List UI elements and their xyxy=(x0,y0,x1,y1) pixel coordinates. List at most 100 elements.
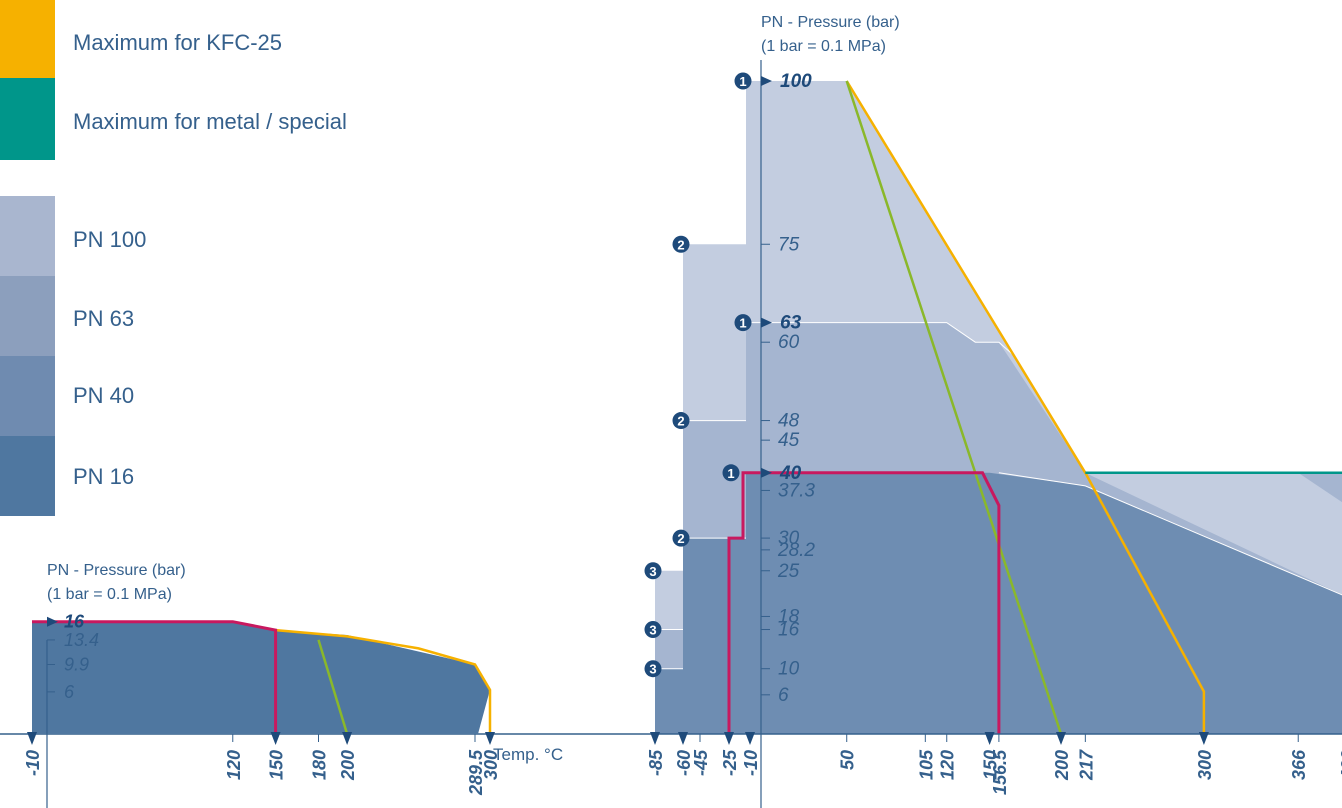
x-tick-arrow-r-4 xyxy=(745,732,755,745)
marker-4: 1 xyxy=(722,464,740,482)
marker-6: 3 xyxy=(644,562,662,580)
marker-num-0: 1 xyxy=(739,74,746,89)
y-tick-label-9: 28.2 xyxy=(777,540,815,561)
series-magenta-left xyxy=(32,620,278,734)
legend-label-pn100: PN 100 xyxy=(73,227,147,252)
legend: Maximum for KFC-25 Maximum for metal / s… xyxy=(0,0,420,520)
marker-0: 1 xyxy=(734,72,752,90)
legend-label-pn40: PN 40 xyxy=(73,383,135,408)
marker-circle-6 xyxy=(644,562,662,580)
y-tick-label-5: 45 xyxy=(778,430,800,451)
legend-swatch-kfc xyxy=(0,0,55,78)
x-tick-label-r-13: 366 xyxy=(1289,749,1309,780)
y-tick-label-8: 30 xyxy=(778,528,800,549)
x-tick-label-r-2: -45 xyxy=(691,749,711,776)
marker-1: 2 xyxy=(672,235,690,253)
x-tick-label-r-10: 200 xyxy=(1052,750,1072,781)
series-green-left xyxy=(317,639,349,735)
y-tick-label-14: 6 xyxy=(778,685,789,706)
left-y-subtitle: (1 bar = 0.1 MPa) xyxy=(47,586,172,603)
marker-circle-2 xyxy=(734,314,752,332)
left-y-tick-arrow-0 xyxy=(47,616,58,627)
marker-8: 3 xyxy=(644,660,662,678)
x-tick-label-l-5: 289.5 xyxy=(466,749,486,796)
x-tick-label-l-3: 180 xyxy=(310,750,330,780)
region-pn63-corner xyxy=(1298,472,1342,503)
left-y-tick-label-0: 16 xyxy=(64,612,85,632)
region-pn16-left xyxy=(32,621,490,734)
x-tick-label-r-3: -25 xyxy=(720,749,740,776)
marker-circle-8 xyxy=(644,660,662,678)
x-tick-label-r-8: 150 xyxy=(981,750,1001,780)
y-tick-label-10: 25 xyxy=(777,561,800,582)
x-tick-arrow-r-12 xyxy=(1198,732,1209,745)
y-tick-label-1: 75 xyxy=(778,234,800,255)
series-magenta-right xyxy=(727,471,1001,734)
marker-2: 1 xyxy=(734,314,752,332)
x-tick-label-l-0: -10 xyxy=(23,750,43,776)
y-tick-label-0: 100 xyxy=(780,71,812,92)
legend-swatch-pn16 xyxy=(0,436,55,516)
legend-swatch-metal xyxy=(0,78,55,160)
marker-5: 2 xyxy=(672,529,690,547)
y-tick-label-11: 18 xyxy=(778,606,800,627)
marker-num-4: 1 xyxy=(727,466,734,481)
marker-num-1: 2 xyxy=(677,237,684,252)
marker-circle-1 xyxy=(672,235,690,253)
x-tick-label-l-4: 200 xyxy=(338,750,358,781)
legend-swatch-pn63 xyxy=(0,276,55,356)
marker-3: 2 xyxy=(672,412,690,430)
region-pn100-right xyxy=(1085,472,1342,595)
x-tick-label-r-4: -10 xyxy=(741,750,761,776)
x-axis-title: Temp. °C xyxy=(493,745,563,764)
x-tick-arrow-r-10 xyxy=(1056,732,1066,745)
x-tick-label-r-5: 50 xyxy=(838,750,858,770)
marker-num-8: 3 xyxy=(649,662,656,677)
right-y-title: PN - Pressure (bar) xyxy=(761,14,900,31)
series-kfc-right xyxy=(845,80,1206,734)
x-tick-label-r-12: 300 xyxy=(1195,750,1215,780)
y-tick-arrow-2 xyxy=(761,317,772,328)
legend-swatch-pn40 xyxy=(0,356,55,436)
y-tick-label-6: 40 xyxy=(779,463,802,484)
marker-circle-3 xyxy=(672,412,690,430)
x-tick-label-r-6: 105 xyxy=(916,749,936,780)
x-tick-arrow-l-4 xyxy=(342,732,353,745)
x-tick-label-l-2: 150 xyxy=(267,750,287,780)
y-tick-arrow-0 xyxy=(761,76,772,86)
marker-num-2: 1 xyxy=(739,316,746,331)
marker-num-7: 3 xyxy=(649,623,656,638)
x-tick-label-l-6: 300 xyxy=(481,750,501,780)
y-tick-label-2: 63 xyxy=(780,313,802,334)
marker-circle-5 xyxy=(672,529,690,547)
legend-label-kfc: Maximum for KFC-25 xyxy=(73,30,283,55)
x-tick-arrow-l-0 xyxy=(27,732,37,745)
y-tick-label-12: 16 xyxy=(778,620,800,641)
marker-7: 3 xyxy=(644,621,662,639)
marker-circle-7 xyxy=(644,621,662,639)
x-tick-arrow-r-3 xyxy=(724,732,734,745)
legend-label-pn16: PN 16 xyxy=(73,464,135,489)
marker-num-6: 3 xyxy=(649,564,656,579)
marker-circle-0 xyxy=(734,72,752,90)
left-y-tick-label-2: 9.9 xyxy=(64,655,89,675)
marker-circle-4 xyxy=(722,464,740,482)
y-tick-label-7: 37.3 xyxy=(778,480,815,501)
x-tick-arrow-r-0 xyxy=(650,732,660,745)
series-metal-right xyxy=(1085,471,1342,475)
left-y-tick-label-3: 6 xyxy=(64,682,75,702)
y-tick-label-13: 10 xyxy=(778,659,800,680)
x-tick-label-l-1: 120 xyxy=(224,750,244,780)
x-tick-label-r-14: 400 xyxy=(1338,750,1342,781)
legend-label-pn63: PN 63 xyxy=(73,306,135,331)
x-tick-arrow-l-2 xyxy=(270,732,281,745)
x-tick-label-r-9: 156.5 xyxy=(990,749,1010,795)
x-tick-arrow-r-8 xyxy=(984,732,995,745)
y-tick-arrow-6 xyxy=(761,467,772,478)
marker-num-3: 2 xyxy=(677,414,684,429)
right-y-subtitle: (1 bar = 0.1 MPa) xyxy=(761,38,886,55)
left-y-tick-label-1: 13.4 xyxy=(64,630,99,650)
x-tick-arrow-r-1 xyxy=(678,732,688,745)
